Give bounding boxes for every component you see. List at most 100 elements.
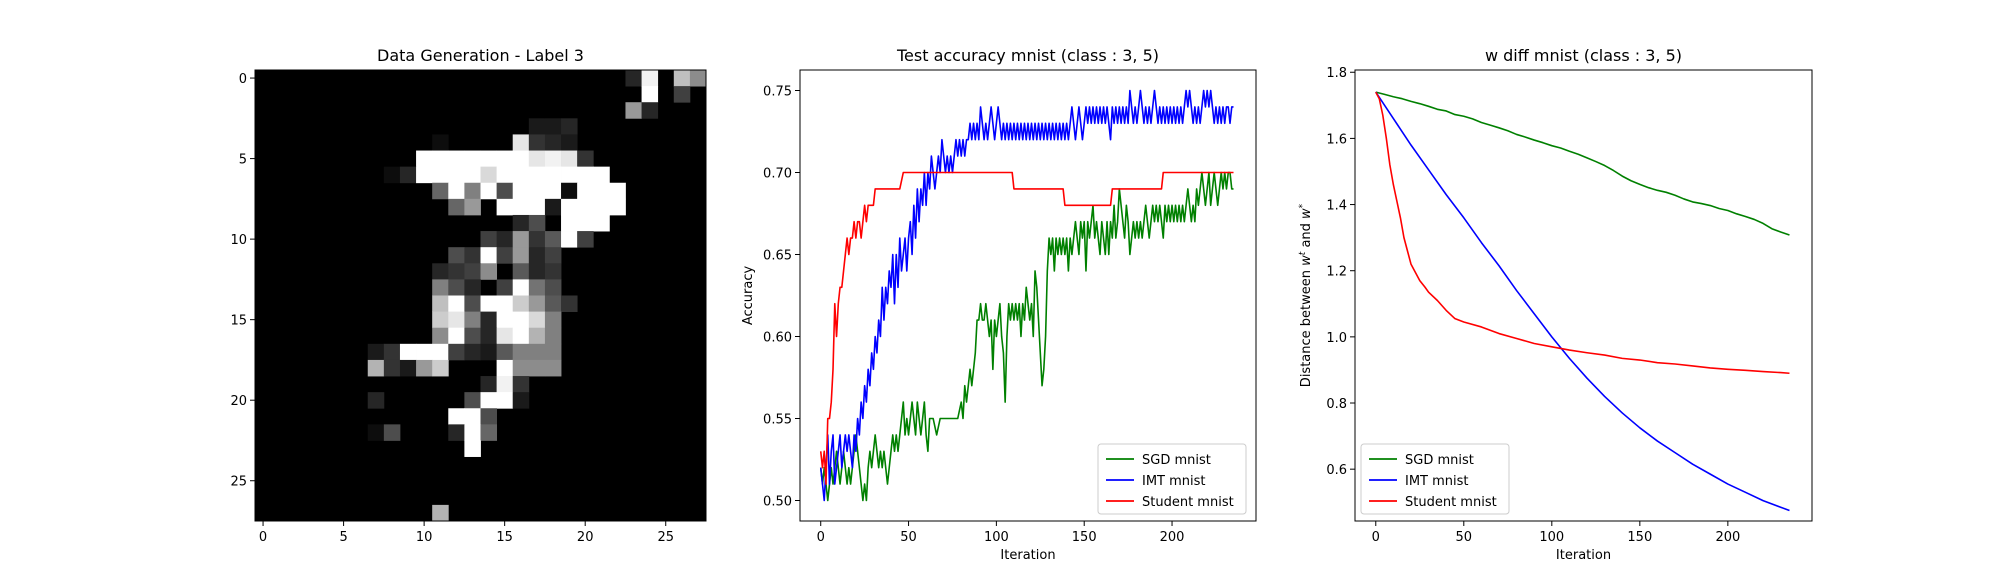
heatmap-cell bbox=[448, 182, 465, 200]
heatmap-cell bbox=[593, 166, 610, 184]
y-tick-label: 0.60 bbox=[763, 331, 792, 346]
wdiff-panel: w diff mnist (class : 3, 5) 0 50 100 150 200… bbox=[1298, 46, 1813, 563]
heatmap-cell bbox=[416, 343, 433, 361]
heatmap-cell bbox=[480, 166, 498, 184]
x-tick-label: 200 bbox=[1715, 530, 1740, 545]
heatmap-cell bbox=[689, 70, 707, 87]
heatmap-cell bbox=[528, 327, 546, 345]
heatmap-cell bbox=[512, 182, 530, 200]
wdiff-frame bbox=[1354, 69, 1813, 522]
heatmap-cell bbox=[496, 198, 514, 216]
heatmap-cell bbox=[544, 295, 562, 313]
heatmap-cell bbox=[480, 343, 498, 361]
heatmap-cell bbox=[512, 214, 530, 232]
legend-box bbox=[1097, 443, 1247, 515]
y-tick-label: 0.8 bbox=[1326, 397, 1347, 412]
heatmap-cell bbox=[512, 343, 530, 361]
heatmap-cell bbox=[480, 311, 498, 329]
y-tick-label: 0.6 bbox=[1326, 463, 1347, 478]
y-tick-label: 15 bbox=[230, 314, 247, 329]
heatmap-cell bbox=[367, 424, 385, 441]
heatmap-cell bbox=[448, 408, 465, 425]
x-tick-label: 100 bbox=[984, 530, 1009, 545]
heatmap-cell bbox=[432, 134, 449, 151]
heatmap-cell bbox=[561, 214, 578, 232]
heatmap-cell bbox=[464, 424, 481, 441]
accuracy-x-label: Iteration bbox=[1000, 548, 1055, 563]
heatmap-cell bbox=[577, 150, 594, 168]
heatmap-cell bbox=[544, 231, 562, 248]
heatmap-cell bbox=[464, 327, 481, 345]
heatmap-cell bbox=[464, 343, 481, 361]
y-tick-label: 1.6 bbox=[1326, 132, 1347, 147]
heatmap-cell bbox=[561, 198, 578, 216]
heatmap-cell bbox=[528, 343, 546, 361]
heatmap-cell bbox=[432, 311, 449, 329]
heatmap-cell bbox=[432, 263, 449, 280]
y-tick-label: 0.55 bbox=[763, 413, 792, 428]
x-tick-label: 50 bbox=[900, 530, 917, 545]
wdiff-ticks: 0 50 100 150 200 0.6 0.8 1.0 1.2 1.4 1.6 1.8 bbox=[1326, 66, 1740, 545]
heatmap-cell bbox=[448, 343, 465, 361]
series-line bbox=[819, 171, 1234, 485]
x-tick-label: 15 bbox=[496, 530, 513, 545]
heatmap-cell bbox=[480, 231, 498, 248]
heatmap-cell bbox=[464, 295, 481, 313]
heatmap-cell bbox=[432, 295, 449, 313]
y-tick-label: 0.75 bbox=[763, 85, 792, 100]
heatmap-cell bbox=[512, 327, 530, 345]
heatmap-cell bbox=[367, 392, 385, 409]
y-tick-label: 0.50 bbox=[763, 495, 792, 510]
heatmap-cell bbox=[512, 198, 530, 216]
heatmap-cell bbox=[593, 198, 610, 216]
heatmap-cell bbox=[496, 311, 514, 329]
heatmap-cell bbox=[577, 182, 594, 200]
y-tick-label: 1.8 bbox=[1326, 66, 1347, 81]
heatmap-cell bbox=[432, 343, 449, 361]
heatmap-cell bbox=[464, 408, 481, 425]
heatmap-cell bbox=[399, 359, 417, 377]
heatmap-cell bbox=[673, 86, 691, 103]
y-tick-label: 0.65 bbox=[763, 249, 792, 264]
heatmap-cell bbox=[464, 279, 481, 296]
heatmap-cell bbox=[512, 392, 530, 409]
heatmap-cell bbox=[625, 102, 642, 119]
heatmap-cell bbox=[512, 376, 530, 393]
heatmap-cell bbox=[496, 327, 514, 345]
heatmap-cell bbox=[432, 150, 449, 168]
heatmap-cell bbox=[496, 343, 514, 361]
heatmap-cell bbox=[512, 359, 530, 377]
heatmap-cell bbox=[448, 327, 465, 345]
heatmap-cell bbox=[432, 504, 449, 522]
heatmap-cell bbox=[416, 166, 433, 184]
accuracy-ticks: 0 50 100 150 200 0.50 0.55 0.60 0.65 0.70 0.75 bbox=[763, 85, 1184, 546]
heatmap-cell bbox=[577, 214, 594, 232]
heatmap-cell bbox=[383, 359, 401, 377]
y-tick-label: 0.70 bbox=[763, 167, 792, 182]
heatmap-cell bbox=[480, 408, 498, 425]
heatmap-cell bbox=[528, 182, 546, 200]
y-tick-label: 1.0 bbox=[1326, 331, 1347, 346]
heatmap-cell bbox=[496, 150, 514, 168]
heatmap-cell bbox=[528, 198, 546, 216]
heatmap-cell bbox=[528, 214, 546, 232]
series-line bbox=[1375, 91, 1790, 512]
heatmap-cell bbox=[561, 134, 578, 151]
heatmap-cell bbox=[496, 231, 514, 248]
x-tick-label: 200 bbox=[1160, 530, 1185, 545]
heatmap-cell bbox=[480, 295, 498, 313]
heatmap-cell bbox=[448, 198, 465, 216]
heatmap-cell bbox=[625, 70, 642, 87]
accuracy-legend: SGD mnist IMT mnist Student mnist bbox=[1097, 443, 1247, 515]
heatmap-cell bbox=[464, 247, 481, 264]
heatmap-panel: Data Generation - Label 3 0 5 10 15 20 25 0 5 10… bbox=[230, 46, 707, 545]
x-tick-label: 50 bbox=[1456, 530, 1473, 545]
heatmap-cell bbox=[512, 295, 530, 313]
heatmap-cell bbox=[641, 70, 659, 87]
heatmap-cell bbox=[399, 343, 417, 361]
legend-label: SGD mnist bbox=[1142, 453, 1211, 468]
wdiff-title: w diff mnist (class : 3, 5) bbox=[1485, 46, 1682, 65]
wdiff-lines bbox=[1375, 91, 1790, 512]
y-tick-label: 1.4 bbox=[1326, 199, 1347, 214]
